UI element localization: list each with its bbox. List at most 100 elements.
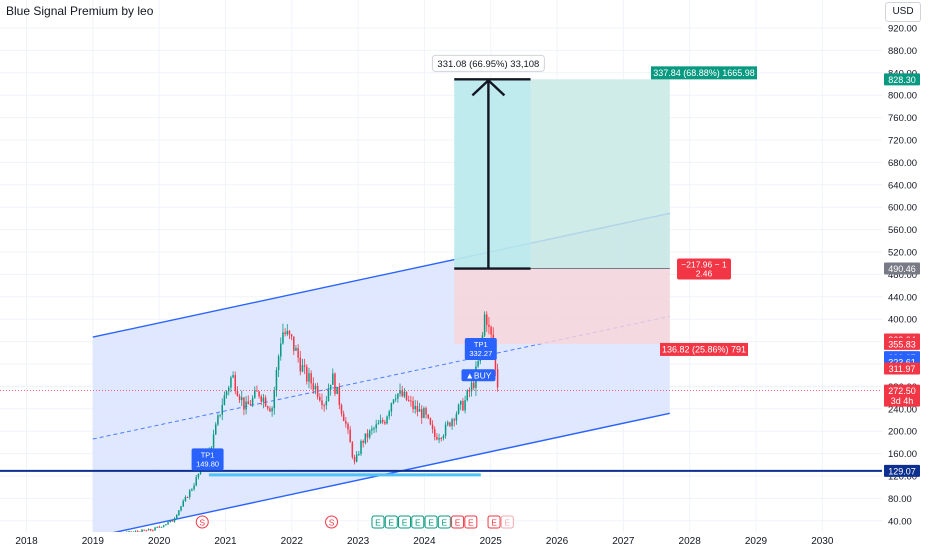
price-tag-box xyxy=(884,464,920,477)
candle-body xyxy=(175,514,178,519)
candle-body xyxy=(379,420,382,424)
candle-body xyxy=(219,414,221,416)
earnings-event-label: E xyxy=(491,518,497,528)
candle-body xyxy=(329,384,332,390)
candle-body xyxy=(280,343,282,357)
price-tag-box xyxy=(884,262,920,275)
x-tick-label: 2019 xyxy=(82,536,105,547)
candle-body xyxy=(273,390,276,409)
candle-body xyxy=(440,437,442,439)
candle-body xyxy=(310,373,312,384)
candle-body xyxy=(134,531,137,533)
price-axis[interactable]: 40.0080.00120.00160.00200.00240.00280.00… xyxy=(882,0,932,550)
target-label: 337.84 (68.88%) 1665.98 xyxy=(653,68,755,78)
candle-body xyxy=(299,357,302,372)
candle-body xyxy=(496,369,499,388)
y-tick-label: 40.00 xyxy=(888,516,912,527)
x-tick-label: 2026 xyxy=(546,536,569,547)
measure-box[interactable] xyxy=(454,79,531,269)
candle-body xyxy=(364,433,367,443)
earnings-event-label: E xyxy=(504,518,510,528)
candle-body xyxy=(295,348,297,351)
price-tag-box xyxy=(884,362,920,375)
candle-body xyxy=(236,390,239,397)
candle-body xyxy=(182,501,184,507)
x-tick-label: 2021 xyxy=(214,536,237,547)
candle-body xyxy=(232,375,234,378)
x-tick-label: 2029 xyxy=(745,536,768,547)
candle-body xyxy=(254,390,256,398)
candle-body xyxy=(173,518,176,522)
candle-body xyxy=(345,421,347,424)
candle-body xyxy=(353,456,356,462)
earnings-event-label: E xyxy=(441,518,447,528)
candlestick-series xyxy=(0,311,499,540)
candle-body xyxy=(442,435,445,439)
y-tick-label: 520.00 xyxy=(888,248,917,259)
earnings-event-icon[interactable] xyxy=(487,515,501,529)
earnings-event-icon[interactable] xyxy=(424,515,438,529)
y-tick-label: 400.00 xyxy=(888,315,917,326)
candle-body xyxy=(128,531,130,533)
candle-body xyxy=(160,526,163,528)
earnings-event-icon[interactable] xyxy=(500,515,514,529)
candle-body xyxy=(384,421,386,424)
y-tick-label: 200.00 xyxy=(888,427,917,438)
candle-body xyxy=(414,405,416,410)
x-tick-label: 2024 xyxy=(413,536,436,547)
price-axis-bg xyxy=(882,0,932,550)
split-event-icon[interactable] xyxy=(195,515,209,529)
candle-body xyxy=(358,453,360,455)
y-tick-label: 880.00 xyxy=(888,46,917,57)
earnings-event-icon[interactable] xyxy=(384,515,398,529)
earnings-event-icon[interactable] xyxy=(437,515,451,529)
buy-signal-box[interactable] xyxy=(461,369,496,382)
candle-body xyxy=(486,314,488,325)
candle-body xyxy=(362,440,364,443)
candle-body xyxy=(412,400,414,410)
candle-body xyxy=(178,510,180,515)
earnings-event-icon[interactable] xyxy=(451,515,465,529)
candle-body xyxy=(147,529,150,531)
candle-body xyxy=(325,401,328,406)
split-event-icon[interactable] xyxy=(325,515,339,529)
tp-signal-box[interactable] xyxy=(191,448,224,471)
long-position-tool[interactable] xyxy=(454,79,670,344)
candle-body xyxy=(338,386,341,406)
candle-body xyxy=(186,497,189,499)
candle-body xyxy=(282,332,284,344)
candle-body xyxy=(152,530,154,532)
candle-body xyxy=(397,393,399,399)
candle-body xyxy=(405,391,408,401)
earnings-event-label: E xyxy=(428,518,434,528)
earnings-event-icon[interactable] xyxy=(371,515,385,529)
earnings-event-icon[interactable] xyxy=(411,515,425,529)
candle-body xyxy=(269,408,271,412)
tp-signal-value: 332.27 xyxy=(469,349,492,358)
candle-body xyxy=(464,400,466,411)
candle-body xyxy=(162,525,165,527)
earnings-event-icon[interactable] xyxy=(398,515,412,529)
candle-body xyxy=(401,390,403,397)
earnings-event-icon[interactable] xyxy=(464,515,478,529)
candle-body xyxy=(457,404,460,414)
stop-zone[interactable] xyxy=(454,268,670,344)
candle-body xyxy=(293,336,295,351)
candle-body xyxy=(225,391,228,396)
candle-body xyxy=(449,422,451,427)
tp-signal-value: 149.80 xyxy=(196,459,219,468)
tp-signal-box[interactable] xyxy=(464,338,497,360)
currency-button[interactable]: USD xyxy=(885,2,921,22)
x-tick-label: 2025 xyxy=(480,536,503,547)
earnings-event-label: E xyxy=(468,518,474,528)
split-event-label: S xyxy=(199,518,205,528)
candle-body xyxy=(388,411,390,417)
candle-body xyxy=(243,397,245,410)
time-axis[interactable]: 2018 2019 2020 2021 2022 2023 2024 2025 2026 2027… xyxy=(0,532,932,550)
candle-body xyxy=(316,385,319,397)
candle-body xyxy=(260,396,263,402)
y-tick-label: 240.00 xyxy=(888,404,917,415)
chart-overlays[interactable]: 331.08 (66.95%) 33,108 337.84 (68.88%) 16… xyxy=(0,54,882,529)
stop-label-box xyxy=(660,342,748,356)
